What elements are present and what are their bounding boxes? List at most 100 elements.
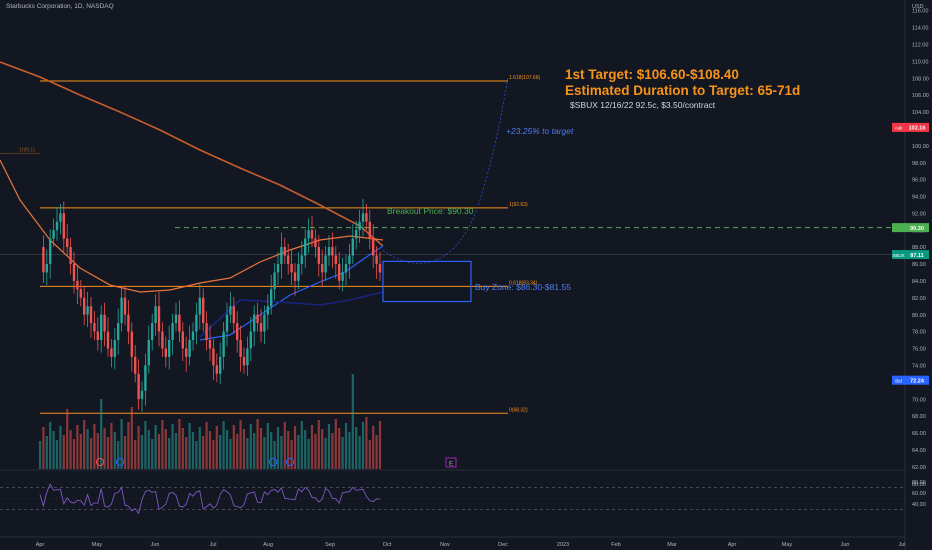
y-tick-label: 92.00 <box>912 211 926 217</box>
candle-body <box>100 314 103 340</box>
volume-bar <box>178 419 181 469</box>
event-marker[interactable] <box>445 457 457 468</box>
candle-body <box>368 221 371 239</box>
volume-bar <box>307 439 310 469</box>
candle-body <box>321 263 324 273</box>
candle-body <box>249 331 252 349</box>
candle-body <box>317 247 320 264</box>
ask-tag-label: Ask <box>895 126 903 131</box>
candle-body <box>236 323 239 340</box>
volume-bar <box>321 429 324 469</box>
option-label: $SBUX 12/16/22 92.5c, $3.50/contract <box>570 100 716 110</box>
candle-body <box>130 331 133 357</box>
volume-bar <box>355 427 358 469</box>
candle-body <box>263 314 266 332</box>
volume-bar <box>358 436 361 469</box>
y-tick-label: 86.00 <box>912 262 926 268</box>
breakout-tag-value: 90.30 <box>910 226 924 232</box>
ask-tag-box <box>905 122 929 132</box>
candle-body <box>72 263 76 281</box>
volume-bar <box>66 409 69 469</box>
candle-body <box>341 272 344 281</box>
candle-body <box>52 230 55 239</box>
candle-body <box>171 323 174 340</box>
candle-body <box>300 255 303 264</box>
volume-bar <box>287 431 290 469</box>
candle-body <box>134 356 137 374</box>
volume-bar <box>157 434 161 469</box>
y-tick-label: 64.00 <box>912 448 926 454</box>
candle-body <box>137 373 140 400</box>
volume-bar <box>259 428 263 469</box>
candle-body <box>212 348 215 366</box>
x-tick-label: Apr <box>728 542 737 548</box>
candle-body <box>140 390 144 400</box>
candle-body <box>253 314 256 332</box>
volume-bar <box>225 430 229 469</box>
volume-bar <box>151 439 154 469</box>
candle-body <box>372 238 375 256</box>
volume-bar <box>100 399 103 469</box>
candle-body <box>344 263 348 273</box>
y-tick-label: 104.00 <box>912 110 929 116</box>
rsi-tick-label: 80.00 <box>912 480 926 486</box>
volume-bar <box>106 437 110 469</box>
volume-bar <box>140 435 144 469</box>
x-tick-label: Jul <box>898 542 905 548</box>
candle-body <box>49 238 52 264</box>
ask-tag-value: 102.16 <box>909 126 926 132</box>
volume-bar <box>324 438 327 469</box>
candle-body <box>117 323 120 340</box>
volume-bar <box>341 437 344 469</box>
volume-bar <box>205 422 208 469</box>
candle-body <box>334 255 337 264</box>
y-tick-label: 68.00 <box>912 414 926 420</box>
candle-body <box>276 263 280 273</box>
candle-body <box>83 297 86 315</box>
volume-bar <box>191 432 195 469</box>
volume-bar <box>208 431 212 469</box>
candle-body <box>144 365 147 391</box>
candle-body <box>161 331 164 349</box>
candle-body <box>59 213 62 222</box>
volume-bar <box>256 419 259 469</box>
volume-bar <box>273 441 276 469</box>
y-tick-label: 98.00 <box>912 161 926 167</box>
x-tick-label: Nov <box>440 542 450 548</box>
volume-bar <box>232 425 235 469</box>
x-tick-label: Apr <box>36 542 45 548</box>
volume-bar <box>351 374 354 469</box>
volume-bar <box>283 422 286 469</box>
y-tick-label: 78.00 <box>912 330 926 336</box>
volume-bar <box>344 423 348 469</box>
x-tick-label: May <box>92 542 103 548</box>
x-tick-label: May <box>782 542 793 548</box>
target-title: 1st Target: $106.60-$108.40 <box>565 67 739 82</box>
event-marker-label: E <box>449 462 453 468</box>
volume-bar <box>79 434 82 469</box>
candle-body <box>378 263 382 273</box>
bid-tag-label-box <box>892 375 905 385</box>
volume-bar <box>314 434 317 469</box>
candle-body <box>232 306 235 324</box>
percent-to-target-label: +23.25% to target <box>506 126 574 136</box>
volume-bar <box>161 420 164 469</box>
volume-bar <box>103 428 106 469</box>
candle-body <box>287 255 290 264</box>
x-tick-label: Sep <box>325 542 335 548</box>
y-tick-label: 60.00 <box>912 482 926 488</box>
volume-bar <box>215 426 218 469</box>
volume-bar <box>123 436 127 469</box>
candle-body <box>293 272 297 281</box>
volume-bar <box>130 407 133 469</box>
candle-body <box>154 306 157 324</box>
y-tick-label: 100.00 <box>912 144 929 150</box>
candle-body <box>191 331 195 340</box>
volume-bar <box>127 422 130 469</box>
candle-body <box>147 339 150 366</box>
volume-bar <box>327 424 331 469</box>
y-tick-label: 94.00 <box>912 195 926 201</box>
volume-bar <box>368 440 371 469</box>
candle-body <box>229 306 232 315</box>
